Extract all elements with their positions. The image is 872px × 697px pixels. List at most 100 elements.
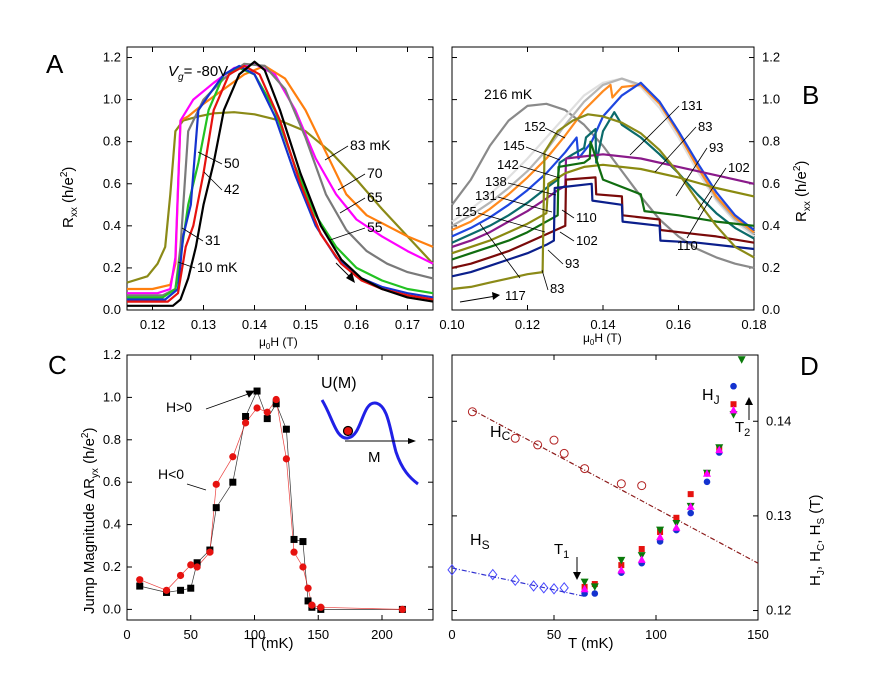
panel-b-curve-102 [451, 176, 755, 269]
panel-a-xtick-label: 0.15 [293, 317, 318, 332]
panel-c-xtick-label: 200 [371, 627, 393, 642]
panel-c-point-hneg [317, 603, 325, 611]
panel-d-hj-magenta-point [656, 532, 665, 541]
panel-d-hs-point [549, 582, 559, 595]
panel-d-ticks: 0 50 100 150 0.12 0.13 0.14 [448, 355, 791, 642]
panel-c-point-hneg [263, 408, 271, 416]
panel-c-point-hpos [304, 597, 312, 605]
panel-b-label-131-high: 131 [681, 98, 703, 113]
panel-c-xtick-label: 150 [307, 627, 329, 642]
panel-b-label-83-high: 83 [698, 119, 712, 134]
panel-d-hc-point [559, 448, 569, 458]
panel-d-label-hj: HJ [702, 387, 720, 407]
panel-b-xtick-label: 0.10 [439, 317, 464, 332]
panel-b-curve-93 [451, 182, 755, 278]
panel-c-point-hneg [212, 480, 220, 488]
panel-b-label-93-low: 93 [565, 256, 579, 271]
panel-d-hj-red-point [730, 401, 737, 408]
panel-a-label-55: 55 [367, 219, 383, 235]
panel-a-curve-70 [127, 64, 434, 291]
panel-d-xlabel: T (mK) [568, 635, 614, 652]
panel-d-ytick-label: 0.13 [766, 508, 791, 523]
panel-d-hj-green-point [590, 583, 599, 591]
panel-a-ytick-label: 0.0 [103, 302, 121, 317]
panel-c-ylabel: Jump Magnitude ΔRyx (h/e2) [80, 428, 101, 615]
panel-b-label-83-low: 83 [550, 281, 564, 296]
panel-b-ytick-label: 0.6 [762, 176, 780, 191]
panel-b-ytick-label: 0.8 [762, 134, 780, 149]
panel-d-frame [451, 354, 759, 621]
panel-d-hj-magenta-point [729, 405, 738, 414]
panel-c-leaders [186, 390, 255, 491]
panel-a-xtick-label: 0.13 [191, 317, 216, 332]
panel-d-hc-point [533, 440, 543, 450]
panel-c-inset-potential-curve [320, 399, 419, 486]
panel-c-inset: U(M) M [320, 375, 419, 486]
panel-c-point-hpos [187, 584, 195, 592]
panel-a-curve-31 [127, 64, 434, 303]
panel-c-ytick-label: 1.2 [103, 347, 121, 362]
panel-d-hc-point [510, 433, 520, 443]
panel-b-curve-152 [451, 77, 755, 238]
panel-c-point-hneg [290, 548, 298, 556]
panel-d-xtick-label: 0 [448, 627, 455, 642]
panel-b-xtick-label: 0.18 [741, 317, 766, 332]
panel-c-label-hneg: H<0 [158, 466, 184, 482]
panel-b: 0.10 0.12 0.14 0.16 0.180.0 0.2 0.4 0.6 0.8 1.0 1.… [439, 46, 813, 347]
panel-d-hc-point [616, 479, 626, 489]
panel-d-hj-red-point [618, 562, 625, 569]
panel-b-label-216: 216 mK [484, 86, 533, 102]
panel-d-hj-magenta-point [715, 445, 724, 454]
panel-b-label-117: 117 [505, 288, 526, 303]
panel-b-label-102-high: 102 [728, 160, 750, 175]
panel-a-ytick-label: 0.6 [103, 176, 121, 191]
panel-c-point-hneg [282, 455, 290, 463]
panel-d-hc-point [637, 481, 647, 491]
panel-c-point-hpos [272, 400, 280, 408]
panel-c-xtick-label: 0 [123, 627, 130, 642]
panel-d-ylabel: HJ, HC, HS (T) [807, 495, 827, 586]
panel-d-label-t2: T2 [735, 419, 750, 439]
panel-letter-b: B [802, 80, 819, 110]
panel-c-point-hpos [212, 504, 220, 512]
panel-c-ytick-label: 0.8 [103, 432, 121, 447]
panel-c-ytick-label: 1.0 [103, 389, 121, 404]
panel-b-label-125: 125 [455, 204, 477, 219]
panel-d-hj-magenta-point [637, 555, 646, 563]
panel-b-xtick-label: 0.16 [666, 317, 691, 332]
panel-d-hj-green-point [737, 356, 746, 364]
panel-c-xtick-label: 100 [244, 627, 266, 642]
panel-a-label-42: 42 [224, 181, 240, 197]
panel-c-point-hneg [272, 395, 280, 404]
panel-a-label-31: 31 [205, 232, 221, 248]
panel-a-curve-65 [127, 62, 434, 295]
panel-b-xtick-label: 0.12 [515, 317, 540, 332]
panel-d-hj-magenta-point [672, 523, 681, 531]
panel-b-ticks: 0.10 0.12 0.14 0.16 0.180.0 0.2 0.4 0.6 0.8 1.0 1.… [439, 47, 780, 332]
panel-a: 0.12 0.13 0.14 0.15 0.16 0.17 0.0 0.2 0.4 0.6 0.8 1… [59, 46, 434, 351]
panel-b-curve-110 [451, 140, 755, 261]
panel-d-t2-arrow [745, 397, 753, 420]
panel-c-point-hneg [193, 563, 201, 571]
panel-d-t1-arrow [573, 557, 581, 580]
panel-b-label-138: 138 [485, 174, 507, 189]
panel-b-label-145: 145 [503, 138, 525, 153]
panel-c-point-hneg [308, 601, 316, 609]
panel-a-leaders [177, 145, 366, 269]
panel-a-label-50: 50 [224, 155, 240, 171]
panel-c-inset-title: U(M) [321, 375, 357, 392]
panel-a-xtick-label: 0.12 [140, 317, 165, 332]
panel-b-leaders [477, 105, 727, 291]
panel-d-xtick-label: 50 [547, 627, 561, 642]
panel-c-point-hpos [263, 415, 271, 423]
panel-c-point-hneg [398, 605, 406, 614]
panel-b-label-102-low: 102 [576, 233, 598, 248]
panel-a-label-83: 83 mK [350, 137, 391, 153]
panel-a-label-65: 65 [367, 189, 383, 205]
panel-b-ylabel: Rxx (h/e2) [792, 161, 813, 222]
panel-a-label-70: 70 [367, 165, 383, 181]
panel-c-point-hpos [242, 412, 250, 420]
panel-d-ytick-label: 0.12 [766, 603, 791, 618]
panel-a-frame [126, 46, 434, 311]
panel-c-point-hneg [229, 453, 237, 461]
